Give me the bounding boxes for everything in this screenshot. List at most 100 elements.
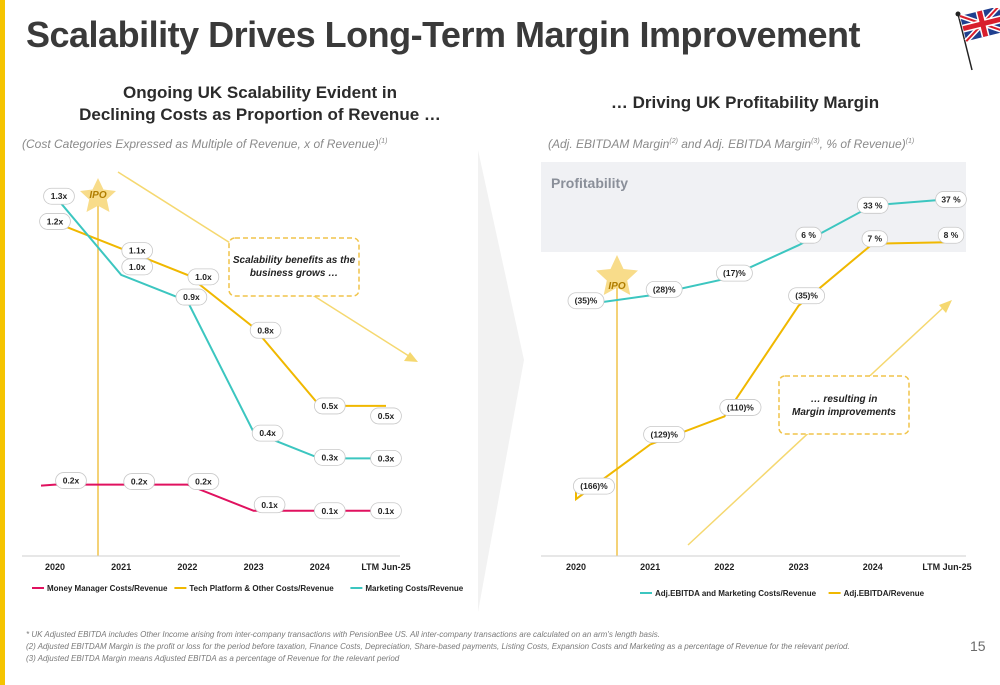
data-label: (17)% (723, 268, 746, 278)
legend-label: Money Manager Costs/Revenue (47, 584, 168, 593)
data-label-bubble (313, 397, 346, 415)
data-label-bubble (313, 448, 346, 466)
data-label: 0.2x (63, 476, 80, 486)
data-label: 37 % (941, 194, 961, 204)
data-label: (35)% (795, 291, 818, 301)
data-label: 1.1x (129, 246, 146, 256)
data-label: 0.2x (195, 477, 212, 487)
accent-bar (0, 0, 5, 685)
profitability-band (541, 162, 966, 252)
legend-label: Adj.EBITDA and Marketing Costs/Revenue (655, 589, 817, 598)
data-label-bubble (121, 258, 154, 276)
data-label-bubble (861, 230, 889, 248)
x-tick-label: 2021 (111, 562, 131, 572)
page-title: Scalability Drives Long-Term Margin Impr… (26, 14, 861, 55)
data-label: (166)% (580, 481, 608, 491)
data-label: 0.5x (322, 401, 339, 411)
data-label-bubble (370, 449, 402, 467)
legend-label: Adj.EBITDA/Revenue (844, 589, 925, 598)
data-label: 0.1x (378, 506, 395, 516)
footnote-1: * UK Adjusted EBITDA includes Other Inco… (26, 630, 660, 639)
x-tick-label: 2020 (566, 562, 586, 572)
data-label-bubble (251, 424, 284, 442)
data-label-bubble (187, 473, 220, 490)
data-label-bubble (249, 321, 282, 339)
data-label: 8 % (944, 230, 959, 240)
ipo-label-right: IPO (608, 281, 625, 292)
page-number: 15 (970, 638, 986, 654)
right-note: (Adj. EBITDAM Margin(2) and Adj. EBITDA … (548, 137, 915, 151)
right-heading: … Driving UK Profitability Margin (610, 93, 880, 112)
data-label-bubble (567, 292, 605, 310)
footnote-3: (3) Adjusted EBITDA Margin means Adjuste… (26, 654, 400, 663)
x-tick-label: 2022 (714, 562, 734, 572)
data-label: 1.3x (51, 191, 68, 201)
data-label: 1.0x (195, 272, 212, 282)
data-label-bubble (643, 426, 686, 443)
x-tick-label: 2024 (863, 562, 883, 572)
x-tick-label: 2024 (310, 562, 330, 572)
data-label-bubble (175, 288, 208, 306)
data-label-bubble (857, 196, 889, 214)
left-note: (Cost Categories Expressed as Multiple o… (22, 137, 388, 151)
data-label: 0.1x (322, 506, 339, 516)
left-callout-text: Scalability benefits as the business grow… (233, 255, 356, 279)
series-line (575, 241, 948, 502)
data-label: 1.2x (47, 216, 64, 226)
right-trend-arrowhead (939, 300, 952, 313)
data-label: (110)% (727, 402, 754, 412)
data-label-bubble (937, 226, 965, 244)
x-tick-label: 2020 (45, 562, 65, 572)
transition-arrow (478, 150, 524, 612)
data-label: 0.3x (322, 452, 339, 462)
data-label: 0.5x (378, 411, 395, 421)
data-label: 7 % (867, 234, 882, 244)
data-label-bubble (645, 280, 683, 298)
data-label: (35)% (575, 296, 598, 306)
x-tick-label: 2021 (640, 562, 660, 572)
data-label: (28)% (653, 284, 676, 294)
data-label-bubble (719, 399, 762, 416)
data-label: 1.0x (129, 262, 146, 272)
data-label-bubble (253, 496, 286, 514)
ipo-label-left: IPO (89, 190, 106, 201)
data-label: 0.9x (183, 292, 200, 302)
data-label-bubble (370, 502, 402, 520)
data-label-bubble (788, 287, 825, 305)
series-line (54, 195, 386, 460)
data-label-bubble (573, 477, 616, 495)
ipo-star-left (80, 178, 116, 212)
data-label: 0.2x (131, 477, 148, 487)
data-label-bubble (313, 502, 346, 520)
profitability-label: Profitability (551, 175, 628, 191)
left-chart: 2020 2021 2022 2023 2024 LTM Jun-25 0.2x 0.2x 0.… (32, 187, 464, 593)
data-label-bubble (39, 213, 71, 230)
x-tick-label: 2022 (177, 562, 197, 572)
data-label-bubble (55, 472, 87, 489)
data-label-bubble (716, 264, 753, 282)
left-trend-arrowhead (404, 352, 418, 362)
x-tick-label: 2023 (789, 562, 809, 572)
data-label: 0.1x (261, 500, 278, 510)
x-tick-label: LTM Jun-25 (922, 562, 971, 572)
data-label: 33 % (863, 200, 883, 210)
x-tick-label: LTM Jun-25 (361, 562, 410, 572)
data-label: 6 % (801, 230, 816, 240)
x-tick-label: 2023 (244, 562, 264, 572)
left-heading: Ongoing UK Scalability Evident in Declin… (79, 83, 441, 124)
data-label-bubble (935, 191, 967, 208)
data-label: (129)% (650, 429, 678, 439)
left-callout-box (228, 237, 360, 297)
data-label-bubble (370, 407, 402, 425)
data-label: 0.3x (378, 453, 395, 463)
data-label: 0.4x (259, 428, 276, 438)
data-label-bubble (123, 473, 156, 490)
right-callout-box (778, 375, 910, 435)
data-label: 0.8x (257, 325, 274, 335)
uk-flag-icon (955, 8, 1000, 71)
right-callout-text: … resulting in Margin improvements (792, 394, 896, 418)
legend-label: Tech Platform & Other Costs/Revenue (189, 584, 334, 593)
legend-label: Marketing Costs/Revenue (365, 584, 463, 593)
data-label-bubble (43, 187, 75, 205)
